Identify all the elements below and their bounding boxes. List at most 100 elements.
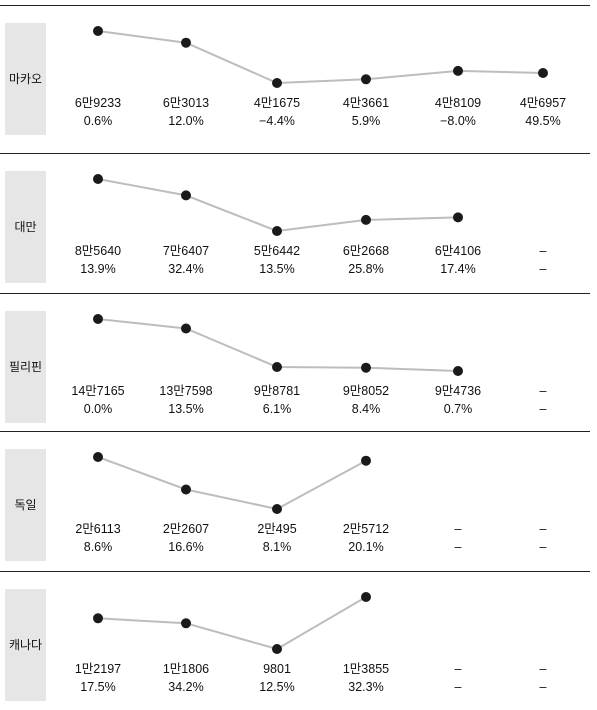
value-label: 2만2607 (162, 522, 210, 536)
value-label: 2만495 (257, 522, 297, 536)
data-point (538, 68, 548, 78)
data-point (272, 362, 282, 372)
panel-top-rule (0, 431, 590, 432)
line-plot (93, 174, 463, 236)
change-label: 20.1% (348, 540, 384, 554)
panel-title: 캐나다 (8, 638, 43, 652)
panel-top-rule (0, 571, 590, 572)
data-point (93, 314, 103, 324)
value-label: 9만8781 (253, 384, 301, 398)
data-point (181, 484, 191, 495)
value-label: – (539, 662, 547, 676)
value-label: 13만7598 (159, 384, 213, 398)
change-label: – (539, 262, 547, 276)
data-point (361, 455, 371, 466)
change-label: – (539, 680, 547, 694)
panel-label-box: 필리핀 (5, 311, 46, 423)
change-label: – (539, 402, 547, 416)
line-plot (93, 314, 463, 376)
panel-top-rule (0, 5, 590, 6)
series-line (97, 30, 544, 85)
value-label: 4만3661 (342, 96, 390, 110)
change-label: 32.4% (168, 262, 204, 276)
panel-top-rule (0, 293, 590, 294)
panel-label-box: 대만 (5, 171, 46, 283)
data-point (181, 618, 191, 629)
change-label: 0.6% (83, 114, 113, 128)
panel-label-box: 캐나다 (5, 589, 46, 701)
change-label: 34.2% (168, 680, 204, 694)
chart-panel: 필리핀 14만7165 13만7598 9만8781 9만8052 9만4736 – 0.0%… (0, 293, 597, 423)
panel-title: 필리핀 (8, 360, 43, 374)
value-label: 9801 (263, 662, 291, 676)
value-label: 6만3013 (162, 96, 210, 110)
data-point (272, 644, 282, 654)
change-label: 8.1% (262, 540, 292, 554)
change-label: 17.5% (80, 680, 116, 694)
change-label: 25.8% (348, 262, 384, 276)
chart-panel: 대만 8만5640 7만6407 5만6442 6만2668 6만4106 – 13.9% 32… (0, 153, 597, 283)
data-point (361, 362, 371, 373)
series-line (97, 456, 367, 511)
data-point (453, 366, 463, 376)
change-label: −8.0% (440, 114, 476, 128)
change-label: – (539, 540, 547, 554)
data-point (93, 452, 103, 462)
value-label: – (539, 384, 547, 398)
data-point (361, 214, 371, 225)
data-point (272, 504, 282, 514)
value-label: 4만1675 (253, 96, 301, 110)
value-label: 2만5712 (342, 522, 390, 536)
value-label: – (454, 522, 462, 536)
value-label: 1만3855 (342, 662, 390, 676)
value-label: 9만4736 (434, 384, 482, 398)
change-label: – (454, 680, 462, 694)
value-label: – (454, 662, 462, 676)
chart-panel: 독일 2만6113 2만2607 2만495 2만5712 – – 8.6% 16.6% 8.1%… (0, 431, 597, 561)
value-label: 4만8109 (434, 96, 482, 110)
data-point (181, 190, 191, 201)
panel-label-box: 마카오 (5, 23, 46, 135)
change-label: 16.6% (168, 540, 204, 554)
panel-label-box: 독일 (5, 449, 46, 561)
data-point (93, 174, 103, 184)
value-label: – (539, 522, 547, 536)
data-point (272, 78, 282, 88)
value-label: 2만6113 (75, 522, 121, 536)
data-point (93, 613, 103, 624)
change-label: 49.5% (525, 114, 561, 128)
change-label: 13.5% (168, 402, 204, 416)
data-point (361, 74, 371, 85)
data-point (181, 323, 191, 334)
panel-title: 마카오 (8, 72, 43, 86)
change-label: 13.9% (80, 262, 116, 276)
value-label: 14만7165 (71, 384, 125, 398)
data-point (453, 212, 463, 223)
series-line (97, 178, 459, 233)
change-label: 12.5% (259, 680, 295, 694)
value-label: 5만6442 (253, 244, 301, 258)
value-label: 9만8052 (342, 384, 390, 398)
panel-title: 대만 (14, 220, 37, 234)
value-label: 1만2197 (74, 662, 122, 676)
data-point (453, 65, 463, 76)
chart-panel: 마카오 6만9233 6만3013 4만1675 4만3661 4만8109 4만6957 0… (0, 5, 597, 135)
change-label: 8.6% (83, 540, 113, 554)
chart-panel: 캐나다 1만2197 1만1806 9801 1만3855 – – 17.5% 34.2% 12.… (0, 571, 597, 701)
value-label: 4만6957 (519, 96, 567, 110)
change-label: 8.4% (351, 402, 381, 416)
change-label: 13.5% (259, 262, 295, 276)
change-label: 0.0% (83, 402, 113, 416)
change-label: 32.3% (348, 680, 384, 694)
value-label: 6만4106 (434, 244, 482, 258)
data-point (272, 226, 282, 236)
value-label: 8만5640 (74, 244, 122, 258)
change-label: 0.7% (443, 402, 473, 416)
change-label: – (454, 540, 462, 554)
value-label: 6만9233 (74, 96, 122, 110)
change-label: 5.9% (351, 114, 381, 128)
line-plot (93, 26, 548, 88)
line-plot (93, 452, 371, 514)
change-label: 17.4% (440, 262, 476, 276)
